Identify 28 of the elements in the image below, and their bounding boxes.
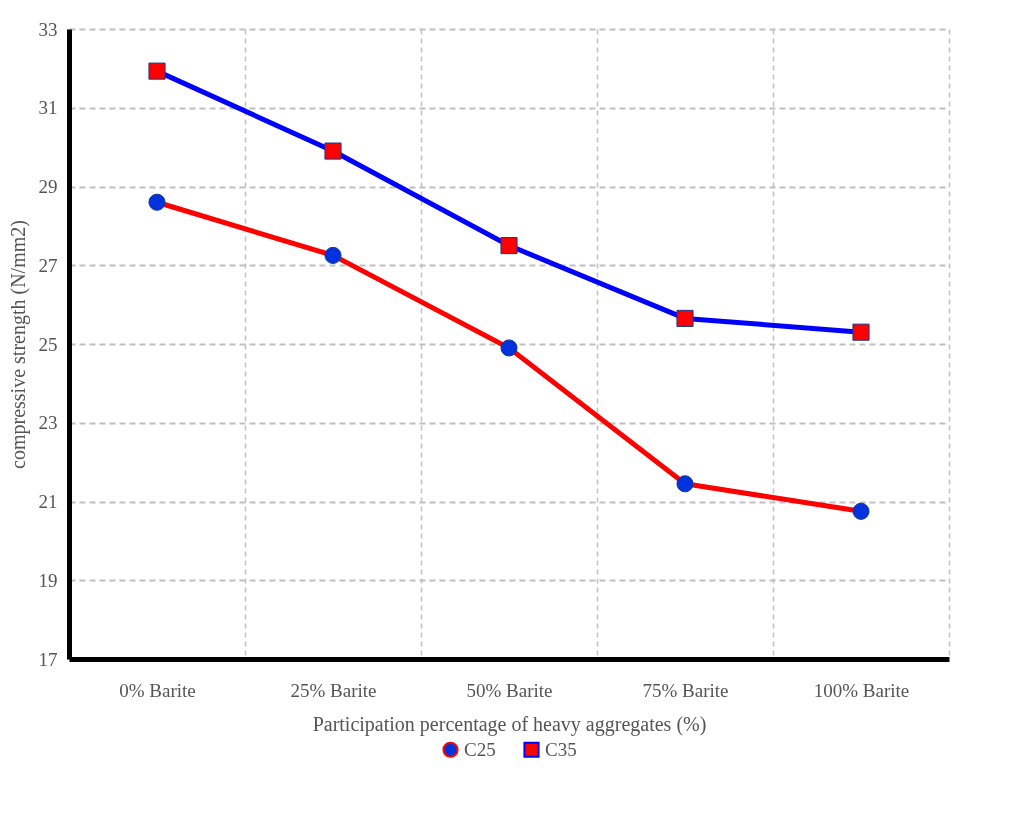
point [148,62,166,80]
y-axis-title: compressive strength (N/mm2) [6,220,30,469]
y-tick-label: 33 [38,18,58,40]
y-tick-label: 21 [38,491,58,512]
point [324,246,342,264]
x-tick-label: 75% Barite [642,679,729,701]
legend-label: C25 [464,738,496,760]
x-tick-label: 25% Barite [290,679,377,701]
point [500,339,518,357]
x-tick-label: 0% Barite [119,679,196,701]
point [852,502,870,520]
y-tick-label: 31 [38,97,58,119]
point [324,142,342,160]
y-tick-label: 25 [38,333,58,355]
point [148,193,166,211]
x-axis-title: Participation percentage of heavy aggregates (%) [312,712,707,736]
y-tick-label: 17 [38,648,58,670]
y-tick-label: 23 [38,412,58,434]
legend-label: C35 [545,738,577,760]
y-tick-label: 27 [38,254,58,276]
y-tick-label: 19 [38,569,58,591]
point [676,475,694,493]
point [676,309,694,327]
point [852,323,870,341]
y-tick-label: 29 [38,176,58,197]
x-tick-label: 50% Barite [466,679,553,701]
x-tick-label: 100% Barite [813,679,910,701]
point [500,237,518,255]
